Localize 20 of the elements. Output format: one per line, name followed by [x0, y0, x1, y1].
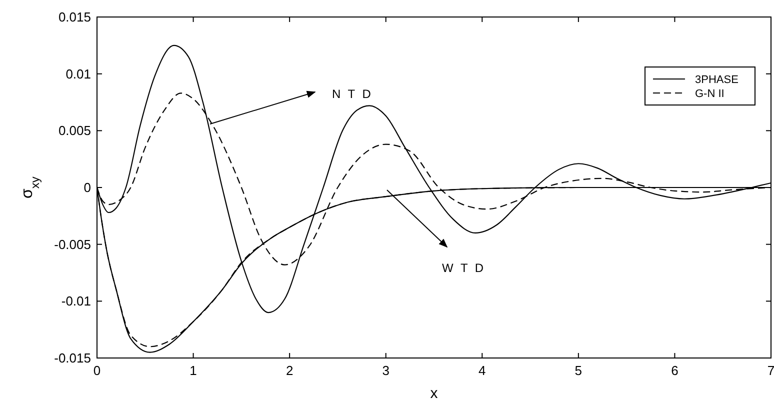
- x-tick-label: 2: [286, 363, 294, 378]
- y-tick-label: -0.015: [54, 350, 91, 366]
- y-tick-label: 0.015: [58, 10, 91, 24]
- x-tick-label: 7: [767, 363, 774, 378]
- x-tick-label: 1: [190, 363, 197, 378]
- y-tick-label: 0.005: [58, 123, 91, 138]
- x-axis-title: x: [430, 385, 438, 402]
- annotation: W T D: [442, 261, 486, 275]
- x-tick-label: 5: [574, 363, 582, 378]
- y-tick-label: -0.005: [54, 236, 91, 252]
- x-tick-label: 3: [382, 363, 390, 378]
- x-tick-label: 4: [478, 363, 486, 378]
- y-tick-label: 0: [84, 180, 91, 195]
- annotation: N T D: [332, 87, 373, 101]
- x-tick-label: 0: [93, 363, 101, 378]
- y-tick-label: 0.01: [66, 66, 91, 82]
- x-tick-label: 6: [671, 363, 678, 378]
- y-tick-label: -0.01: [61, 294, 91, 309]
- legend-label: 3PHASE: [695, 74, 738, 86]
- legend-label: G-N II: [695, 88, 724, 100]
